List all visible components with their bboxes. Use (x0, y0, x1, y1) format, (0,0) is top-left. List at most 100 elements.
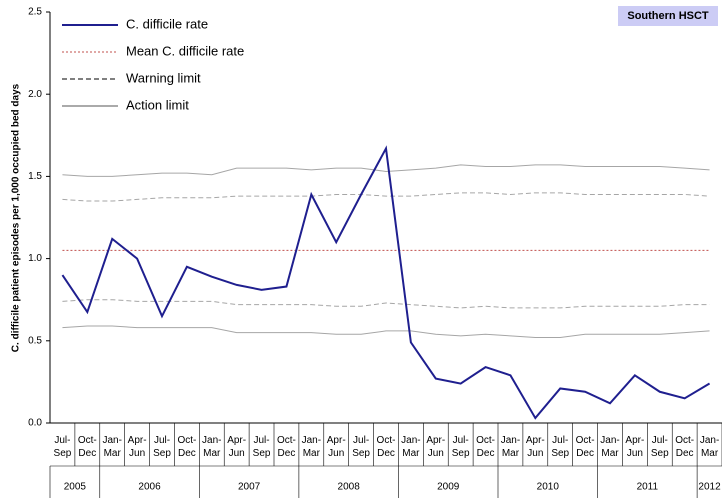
x-tick-label: Jul- Sep (651, 435, 669, 459)
x-tick-label-line: Jun (328, 448, 344, 459)
x-tick-label-line: Jun (627, 448, 643, 459)
legend-label: Mean C. difficile rate (126, 43, 244, 58)
x-tick-label-line: Apr- (327, 435, 346, 446)
x-tick-label-line: Oct- (78, 435, 97, 446)
x-tick-label: Apr- Jun (426, 435, 445, 459)
x-tick-label: Jul- Sep (352, 435, 370, 459)
x-group-label: 2007 (238, 482, 261, 493)
x-tick-label-line: Jan- (202, 435, 221, 446)
x-group-label: 2010 (537, 482, 560, 493)
x-group-label: 2006 (138, 482, 161, 493)
x-tick-label-line: Jan- (401, 435, 420, 446)
x-tick-label-line: Oct- (177, 435, 196, 446)
x-tick-label-line: Apr- (526, 435, 545, 446)
x-tick-label: Jul- Sep (551, 435, 569, 459)
series-line (62, 164, 710, 177)
x-tick-label-line: Mar (701, 448, 719, 459)
x-tick-label-line: Jul- (552, 435, 568, 446)
x-tick-label: Oct- Dec (377, 435, 396, 459)
x-tick-label-line: Jun (229, 448, 245, 459)
x-tick-label-line: Sep (352, 448, 370, 459)
x-tick-label-line: Jul- (652, 435, 668, 446)
x-tick-label-line: Mar (203, 448, 221, 459)
x-tick-label: Jan- Mar (302, 435, 321, 459)
x-tick-label-line: Jul- (154, 435, 170, 446)
x-tick-label-line: Jan- (700, 435, 719, 446)
y-tick-label: 0.0 (28, 418, 42, 429)
x-tick-label-line: Apr- (227, 435, 246, 446)
x-tick-label-line: Oct- (476, 435, 495, 446)
x-group-label: 2009 (437, 482, 460, 493)
x-tick-label: Oct- Dec (675, 435, 694, 459)
x-tick-label-line: Dec (676, 448, 694, 459)
y-tick-label: 2.0 (28, 89, 42, 100)
x-tick-label: Jan- Mar (401, 435, 420, 459)
x-tick-label-line: Sep (551, 448, 569, 459)
series-line (62, 325, 710, 339)
x-tick-label-line: Jun (129, 448, 145, 459)
series-line (61, 145, 711, 420)
x-tick-label: Apr- Jun (526, 435, 545, 459)
x-tick-label-line: Apr- (426, 435, 445, 446)
legend-label: Warning limit (126, 70, 201, 85)
x-tick-label: Apr- Jun (227, 435, 246, 459)
x-tick-label-line: Dec (477, 448, 495, 459)
legend-label: C. difficile rate (126, 16, 208, 31)
x-tick-label-line: Jul- (54, 435, 70, 446)
y-tick-label: 1.0 (28, 253, 42, 264)
x-tick-label-line: Jul- (453, 435, 469, 446)
x-tick-label-line: Jan- (501, 435, 520, 446)
x-tick-label-line: Sep (452, 448, 470, 459)
x-tick-label: Jan- Mar (202, 435, 221, 459)
x-tick-label: Jan- Mar (102, 435, 121, 459)
y-axis-label: C. difficile patient episodes per 1,000 … (11, 83, 22, 352)
x-tick-label-line: Apr- (128, 435, 147, 446)
x-tick-label-line: Sep (253, 448, 271, 459)
x-tick-label-line: Oct- (675, 435, 694, 446)
x-tick-label: Jul- Sep (253, 435, 271, 459)
x-tick-label-line: Mar (104, 448, 122, 459)
x-tick-label-line: Dec (377, 448, 395, 459)
x-tick-label-line: Sep (54, 448, 72, 459)
x-tick-label: Jul- Sep (153, 435, 171, 459)
x-group-label: 2005 (64, 482, 87, 493)
x-tick-label: Jan- Mar (600, 435, 619, 459)
x-tick-label-line: Oct- (576, 435, 595, 446)
x-group-label: 2011 (637, 482, 659, 493)
x-tick-label: Apr- Jun (327, 435, 346, 459)
x-tick-label-line: Dec (576, 448, 594, 459)
x-tick-label-line: Sep (153, 448, 171, 459)
x-tick-label: Oct- Dec (576, 435, 595, 459)
series-line (62, 299, 710, 309)
x-tick-label: Jan- Mar (501, 435, 520, 459)
x-tick-label: Jan- Mar (700, 435, 719, 459)
x-tick-label-line: Jun (428, 448, 444, 459)
badge-bg (618, 6, 718, 26)
x-tick-label: Jul- Sep (54, 435, 72, 459)
x-tick-label: Oct- Dec (476, 435, 495, 459)
legend-label: Action limit (126, 97, 189, 112)
badge: Southern HSCT (627, 10, 709, 22)
x-tick-label: Oct- Dec (78, 435, 97, 459)
x-tick-label: Oct- Dec (277, 435, 296, 459)
x-tick-label-line: Mar (601, 448, 619, 459)
x-tick-label-line: Dec (278, 448, 296, 459)
x-tick-label: Apr- Jun (625, 435, 644, 459)
x-tick-label: Jul- Sep (452, 435, 470, 459)
x-tick-label-line: Jun (527, 448, 543, 459)
x-tick-label-line: Sep (651, 448, 669, 459)
x-tick-label: Oct- Dec (177, 435, 196, 459)
x-tick-label-line: Jul- (253, 435, 269, 446)
series-line (62, 192, 710, 202)
x-tick-label-line: Dec (78, 448, 96, 459)
x-group-label: 2008 (338, 482, 361, 493)
x-tick-label-line: Jan- (302, 435, 321, 446)
x-tick-label-line: Oct- (277, 435, 296, 446)
x-tick-label-line: Jan- (102, 435, 121, 446)
x-tick-label-line: Jan- (600, 435, 619, 446)
x-group-label: 2012 (698, 482, 721, 493)
y-tick-label: 0.5 (28, 335, 42, 346)
x-tick-label-line: Dec (178, 448, 196, 459)
